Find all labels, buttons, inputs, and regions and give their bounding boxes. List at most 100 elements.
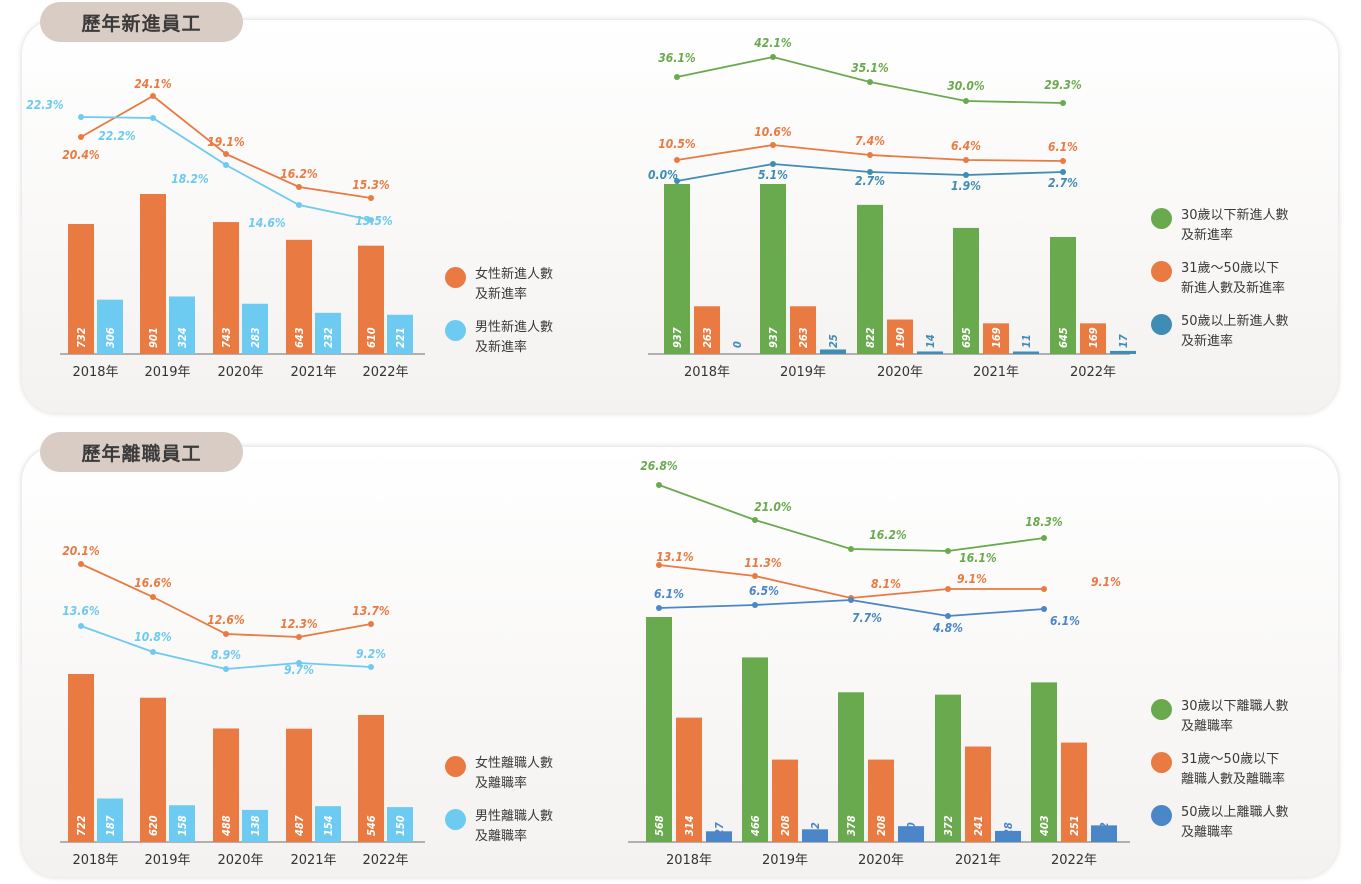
new-hires-section-title: 歷年新進員工 xyxy=(40,2,243,42)
bar-turnover-age-s1-0 xyxy=(676,717,702,842)
rate-point xyxy=(78,623,84,629)
rate-label: 16.2% xyxy=(869,528,907,542)
rate-point xyxy=(752,602,758,608)
bar-hires-age-s0-4 xyxy=(1050,236,1076,354)
legend-swatch xyxy=(1151,208,1172,229)
legend-label: 31歲～50歲以下 新進人數及新進率 xyxy=(1181,261,1286,296)
rate-label: 10.5% xyxy=(658,137,696,151)
rate-label: 6.1% xyxy=(654,587,684,601)
bar-value-label: 546 xyxy=(365,815,378,836)
bar-value-label: 722 xyxy=(75,815,88,836)
rate-point xyxy=(770,142,776,148)
legend-label: 男性離職人數 及離職率 xyxy=(475,809,554,844)
bar-hires-gender-s1-3 xyxy=(315,312,341,354)
rate-point xyxy=(150,93,156,99)
bar-value-label: 937 xyxy=(767,327,780,348)
bar-value-label: 488 xyxy=(220,815,233,836)
bar-turnover-age-s2-3 xyxy=(995,830,1021,842)
category-label: 2019年 xyxy=(144,365,190,380)
bar-value-label: 645 xyxy=(1057,327,1070,348)
rate-label: 20.4% xyxy=(62,148,100,162)
rate-point xyxy=(945,586,951,592)
rate-point xyxy=(674,74,680,80)
category-label: 2021年 xyxy=(290,853,336,868)
bar-value-label: 208 xyxy=(779,815,792,836)
rate-point xyxy=(78,561,84,567)
rate-label: 9.1% xyxy=(957,572,987,586)
category-label: 2019年 xyxy=(780,365,826,380)
rate-label: 13.1% xyxy=(656,550,694,564)
rate-label: 18.3% xyxy=(1025,515,1063,529)
bar-value-label: 11 xyxy=(1020,334,1033,348)
rate-line-turnover-age-s0 xyxy=(658,484,1045,552)
rate-point xyxy=(296,660,302,666)
rate-point xyxy=(223,666,229,672)
bar-value-label: 620 xyxy=(147,815,160,836)
rate-point xyxy=(223,631,229,637)
rate-label: 16.1% xyxy=(959,551,997,565)
category-label: 2018年 xyxy=(72,853,118,868)
bar-value-label: 169 xyxy=(990,327,1003,348)
bar-value-label: 314 xyxy=(683,815,696,836)
bar-value-label: 643 xyxy=(293,327,306,348)
legend-item: 30歲以下新進人數 及新進率 xyxy=(1151,206,1311,246)
bar-value-label: 187 xyxy=(104,815,117,836)
rate-label: 30.0% xyxy=(947,79,985,93)
legend-swatch xyxy=(445,809,466,830)
bar-value-label: 283 xyxy=(249,327,262,348)
rate-point xyxy=(752,573,758,579)
category-label: 2020年 xyxy=(217,853,263,868)
bar-hires-age-s0-3 xyxy=(953,227,979,354)
rate-point xyxy=(656,482,662,488)
turnover-age-legend: 30歲以下離職人數 及離職率 31歲～50歲以下 離職人數及離職率 50歲以上離職人數及… xyxy=(1151,697,1311,856)
category-label: 2022年 xyxy=(1070,365,1116,380)
bar-value-label: 28 xyxy=(1002,822,1015,836)
category-label: 2019年 xyxy=(144,853,190,868)
bar-turnover-age-s0-3 xyxy=(935,694,961,842)
rate-label: 9.1% xyxy=(1091,575,1121,589)
rate-point xyxy=(963,157,969,163)
rate-label: 26.8% xyxy=(640,459,678,473)
bar-value-label: 14 xyxy=(924,334,937,348)
rate-label: 1.9% xyxy=(951,179,981,193)
bar-value-label: 487 xyxy=(293,815,306,836)
category-label: 2019年 xyxy=(762,853,808,868)
legend-item: 男性離職人數 及離職率 xyxy=(445,807,605,847)
rate-point xyxy=(223,162,229,168)
rate-point xyxy=(1041,586,1047,592)
rate-point xyxy=(368,621,374,627)
rate-point xyxy=(963,172,969,178)
rate-point xyxy=(1060,100,1066,106)
rate-label: 14.6% xyxy=(248,216,286,230)
bar-value-label: 403 xyxy=(1038,815,1051,836)
rate-point xyxy=(770,161,776,167)
rate-label: 13.6% xyxy=(62,604,100,618)
legend-item: 31歲～50歲以下 新進人數及新進率 xyxy=(1151,259,1311,299)
bar-hires-gender-s1-2 xyxy=(242,303,268,354)
bar-value-label: 324 xyxy=(176,327,189,348)
rate-point xyxy=(223,151,229,157)
bar-turnover-age-s1-1 xyxy=(772,759,798,842)
rate-label: 12.3% xyxy=(280,617,318,631)
rate-label: 22.2% xyxy=(98,129,136,143)
rate-label: 10.8% xyxy=(134,630,172,644)
category-label: 2022年 xyxy=(1051,853,1097,868)
rate-label: 7.4% xyxy=(855,134,885,148)
rate-point xyxy=(1060,158,1066,164)
bar-turnover-gender-s0-2 xyxy=(213,728,239,842)
rate-point xyxy=(1041,535,1047,541)
bar-hires-gender-s1-4 xyxy=(387,314,413,354)
bar-hires-age-s1-3 xyxy=(983,323,1009,354)
rate-point xyxy=(674,178,680,184)
legend-swatch xyxy=(1151,314,1172,335)
bar-value-label: 158 xyxy=(176,815,189,836)
bar-value-label: 40 xyxy=(905,822,918,836)
bar-value-label: 208 xyxy=(875,815,888,836)
bar-value-label: 154 xyxy=(322,815,335,836)
bar-turnover-gender-s1-4 xyxy=(387,807,413,842)
rate-label: 5.1% xyxy=(758,168,788,182)
rate-label: 8.9% xyxy=(211,648,241,662)
bar-turnover-age-s2-4 xyxy=(1091,825,1117,842)
rate-label: 9.7% xyxy=(284,663,314,677)
